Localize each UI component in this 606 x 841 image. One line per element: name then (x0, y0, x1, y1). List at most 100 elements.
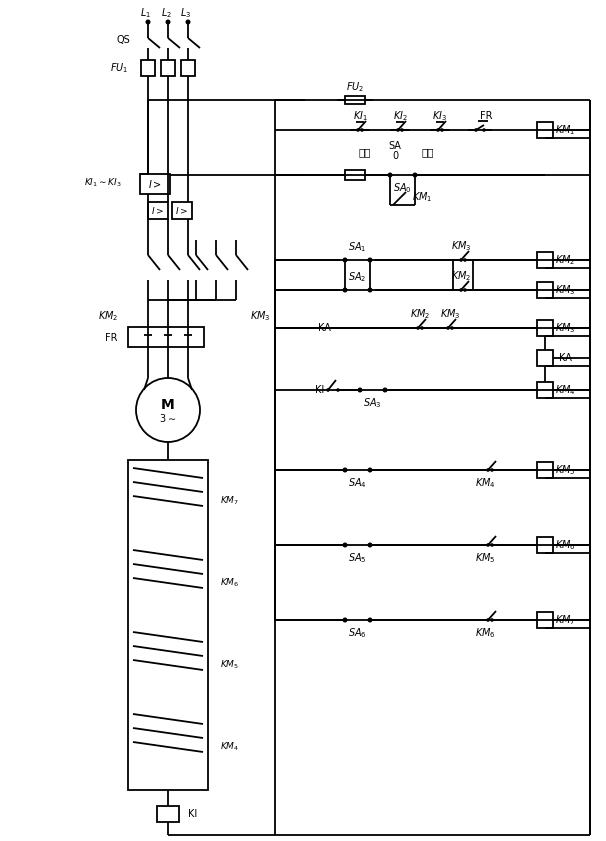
Text: FR: FR (105, 333, 118, 343)
Text: $3{\sim}$: $3{\sim}$ (159, 412, 176, 424)
Text: SA: SA (388, 141, 401, 151)
Bar (537, 282, 553, 298)
Text: QS: QS (116, 35, 130, 45)
Text: $KM_4$: $KM_4$ (220, 741, 239, 754)
Circle shape (396, 128, 400, 132)
Bar (140, 174, 170, 194)
Text: $KM_3$: $KM_3$ (554, 321, 575, 335)
Circle shape (382, 388, 387, 393)
Text: $KM_6$: $KM_6$ (474, 626, 495, 640)
Circle shape (342, 288, 347, 293)
Text: $KM_5$: $KM_5$ (220, 659, 239, 671)
Circle shape (420, 326, 424, 330)
Bar (161, 60, 175, 76)
Bar (345, 96, 365, 104)
Circle shape (440, 128, 444, 132)
Text: $KM_6$: $KM_6$ (554, 538, 575, 552)
Bar (537, 122, 553, 138)
Text: $KM_7$: $KM_7$ (220, 495, 239, 507)
Circle shape (367, 617, 373, 622)
Bar (128, 460, 208, 790)
Text: KA: KA (318, 323, 331, 333)
Text: $I{>}$: $I{>}$ (148, 178, 162, 190)
Text: $FU_2$: $FU_2$ (346, 80, 364, 94)
Text: 反转: 反转 (422, 147, 435, 157)
Circle shape (165, 19, 170, 24)
Text: $L_2$: $L_2$ (161, 6, 171, 20)
Circle shape (356, 128, 360, 132)
Bar (537, 537, 553, 553)
Text: $KM_5$: $KM_5$ (554, 463, 575, 477)
Text: $I{>}$: $I{>}$ (152, 204, 164, 215)
Circle shape (463, 258, 467, 262)
Text: KI: KI (315, 385, 324, 395)
Text: $KM_3$: $KM_3$ (440, 307, 461, 321)
Text: $FU_1$: $FU_1$ (110, 61, 128, 75)
Circle shape (342, 468, 347, 473)
Circle shape (360, 128, 364, 132)
Circle shape (486, 468, 490, 472)
Text: $KM_1$: $KM_1$ (554, 123, 575, 137)
Text: $SA_4$: $SA_4$ (348, 476, 367, 490)
Bar (537, 382, 553, 398)
Circle shape (367, 257, 373, 262)
Bar (345, 170, 365, 180)
Text: $I{>}$: $I{>}$ (176, 204, 188, 215)
Circle shape (463, 288, 467, 292)
Circle shape (185, 19, 190, 24)
Bar (141, 60, 155, 76)
Text: $KM_7$: $KM_7$ (554, 613, 575, 627)
Circle shape (436, 128, 440, 132)
Circle shape (459, 258, 463, 262)
Circle shape (367, 542, 373, 547)
Text: $SA_1$: $SA_1$ (348, 240, 366, 254)
Text: $SA_3$: $SA_3$ (362, 396, 381, 410)
Text: $SA_0$: $SA_0$ (393, 181, 411, 195)
Circle shape (326, 389, 330, 392)
Text: $KM_2$: $KM_2$ (451, 269, 471, 283)
Bar (172, 202, 192, 219)
Text: $KM_5$: $KM_5$ (474, 551, 495, 565)
Text: $KI_2$: $KI_2$ (393, 109, 407, 123)
Circle shape (490, 468, 494, 472)
Circle shape (342, 542, 347, 547)
Text: $SA_2$: $SA_2$ (348, 270, 366, 284)
Bar (148, 202, 168, 219)
Text: $KM_6$: $KM_6$ (220, 577, 239, 590)
Circle shape (490, 618, 494, 621)
Text: $KM_1$: $KM_1$ (412, 190, 433, 204)
Text: $KI_1$: $KI_1$ (353, 109, 367, 123)
Text: $L_3$: $L_3$ (181, 6, 191, 20)
Text: $KM_2$: $KM_2$ (98, 309, 118, 323)
Circle shape (367, 468, 373, 473)
Bar (537, 350, 553, 366)
Text: $L_1$: $L_1$ (141, 6, 152, 20)
Circle shape (342, 617, 347, 622)
Bar (537, 320, 553, 336)
Circle shape (474, 128, 478, 132)
Circle shape (342, 257, 347, 262)
Bar (157, 806, 179, 822)
Circle shape (400, 128, 404, 132)
Circle shape (336, 389, 340, 392)
Text: KI: KI (188, 809, 197, 819)
Text: $KM_3$: $KM_3$ (451, 239, 471, 253)
Text: 正转: 正转 (359, 147, 371, 157)
Circle shape (482, 128, 486, 132)
Circle shape (367, 288, 373, 293)
Text: FR: FR (480, 111, 492, 121)
Circle shape (486, 618, 490, 621)
Text: 0: 0 (392, 151, 398, 161)
Circle shape (145, 19, 150, 24)
Circle shape (387, 172, 393, 177)
Circle shape (446, 326, 450, 330)
Bar (537, 252, 553, 268)
Circle shape (413, 172, 418, 177)
Bar (537, 612, 553, 628)
Text: KA: KA (559, 353, 571, 363)
Bar (537, 462, 553, 478)
Text: $KI_1{\sim}KI_3$: $KI_1{\sim}KI_3$ (84, 177, 122, 189)
Circle shape (416, 326, 420, 330)
Text: $SA_6$: $SA_6$ (348, 626, 367, 640)
Text: M: M (161, 398, 175, 412)
